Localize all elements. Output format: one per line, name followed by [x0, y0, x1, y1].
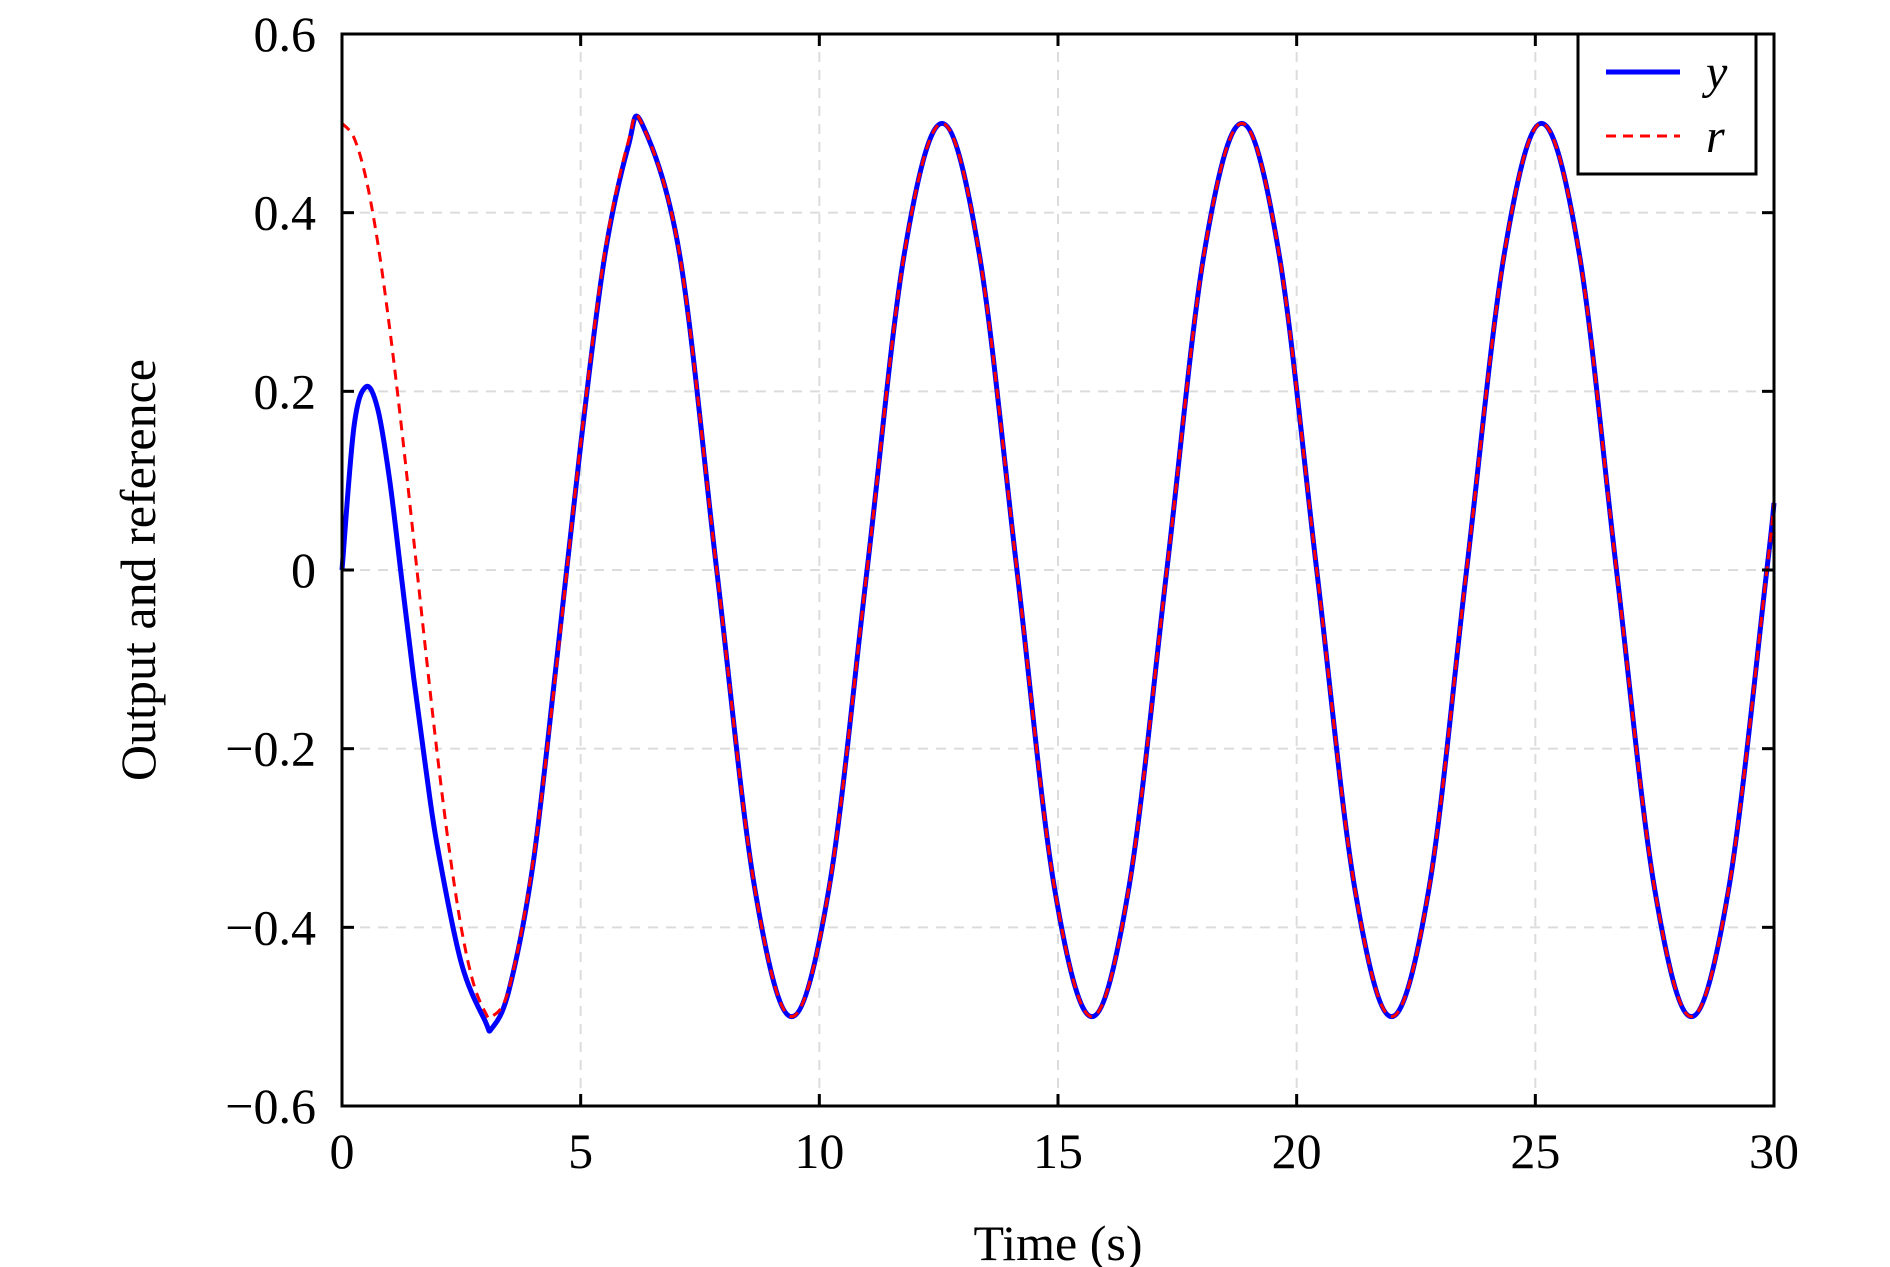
- x-tick-label: 5: [568, 1123, 593, 1179]
- x-tick-label: 0: [330, 1123, 355, 1179]
- legend-box: [1576, 32, 1758, 176]
- x-tick-label: 15: [1033, 1123, 1083, 1179]
- y-axis-label: Output and reference: [110, 359, 166, 781]
- y-tick-label: 0.4: [254, 185, 317, 241]
- tick-layer: 0 5 10 15 20 25 30 −0.6 −0.4 −0.2 0 0.2 0.4 0.6: [225, 6, 1799, 1179]
- y-tick-label: 0: [291, 542, 316, 598]
- plot-frame: [340, 32, 1776, 1108]
- y-tick-label: 0.6: [254, 6, 317, 62]
- y-tick-label: −0.6: [225, 1078, 316, 1134]
- x-tick-label: 25: [1510, 1123, 1560, 1179]
- y-tick-label: −0.4: [225, 899, 316, 955]
- grid-layer: [342, 34, 1774, 1106]
- legend-label-r: r: [1706, 110, 1725, 163]
- x-axis-label: Time (s): [973, 1215, 1142, 1267]
- series-layer: [339, 113, 1777, 1034]
- y-tick-label: 0.2: [254, 363, 317, 419]
- y-tick-label: −0.2: [225, 721, 316, 777]
- legend-label-y: y: [1701, 46, 1728, 99]
- x-tick-label: 10: [794, 1123, 844, 1179]
- x-tick-label: 20: [1272, 1123, 1322, 1179]
- x-tick-label: 30: [1749, 1123, 1799, 1179]
- series-line-r: [340, 113, 1776, 1021]
- legend: y r: [1576, 32, 1758, 176]
